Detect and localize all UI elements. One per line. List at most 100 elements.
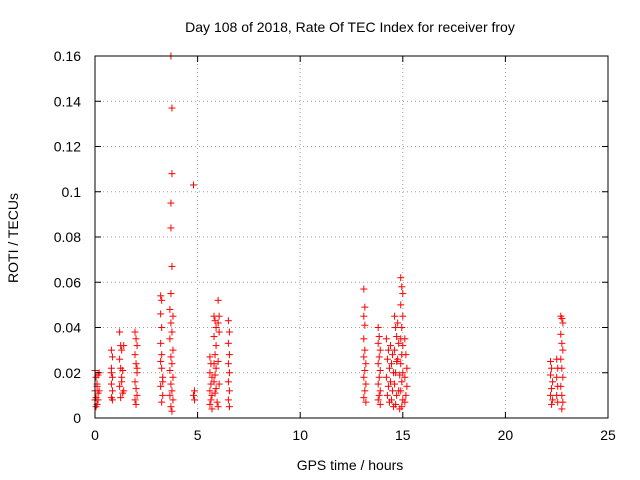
data-point [157,339,165,347]
data-point [211,351,219,359]
data-point [395,339,403,347]
data-point [557,382,565,390]
data-point [212,385,220,393]
y-tick-label: 0.12 [54,139,81,155]
data-point [360,373,368,381]
data-point [118,346,126,354]
data-point [120,387,128,395]
data-point [213,398,221,406]
data-point [167,199,175,207]
data-point [558,339,566,347]
data-point [388,396,396,404]
chart-title: Day 108 of 2018, Rate Of TEC Index for r… [185,19,515,35]
data-point [558,314,566,322]
data-point [403,382,411,390]
data-point [397,360,405,368]
data-point [399,369,407,377]
data-point [168,104,176,112]
data-point [116,355,124,363]
data-point [133,364,141,372]
data-point [214,296,222,304]
data-point [398,324,406,331]
data-point [116,328,124,336]
data-point [131,328,139,336]
data-point [394,319,402,327]
data-point [397,301,405,309]
data-point [557,330,565,338]
data-point [548,385,556,393]
data-point [401,335,409,343]
data-point [207,396,215,404]
data-point [214,319,222,327]
data-point [360,353,368,361]
data-point [167,380,175,388]
data-point [382,373,390,381]
data-point [212,324,220,331]
data-point [402,391,410,399]
data-point [108,396,116,404]
data-point [108,353,116,361]
data-point [167,353,175,361]
data-point [133,391,141,399]
data-point [107,380,115,388]
data-point [157,292,165,300]
data-point [362,360,370,368]
grid-lines [95,56,608,418]
y-tick-label: 0.08 [54,229,81,245]
data-point [384,382,392,390]
data-point [392,369,400,377]
data-point [119,366,127,374]
data-point [131,351,139,359]
data-point [559,373,567,381]
data-point [375,353,383,361]
data-point [376,387,384,395]
data-point [225,387,233,395]
data-point [107,346,115,354]
data-point [398,403,406,411]
x-tick-label: 0 [91,427,99,443]
data-point [398,378,406,386]
data-point [362,398,370,406]
x-axis-ticks: 0 5 10 15 20 25 [91,56,616,443]
data-point [214,403,222,411]
data-point [225,328,233,336]
data-point [225,403,233,411]
data-point [107,369,115,377]
data-points [91,52,567,415]
data-point [211,371,219,379]
data-point [558,364,566,372]
data-point [208,405,216,413]
data-point [131,378,139,386]
data-point [168,360,176,368]
data-point [159,378,167,386]
y-tick-label: 0 [73,410,81,426]
data-point [361,321,369,329]
data-point [360,285,368,293]
x-tick-label: 10 [292,427,308,443]
data-point [167,290,175,298]
data-point [361,387,369,395]
data-point [158,351,166,359]
data-point [559,398,567,406]
data-point [132,400,140,408]
data-point [206,353,214,361]
data-point [558,405,566,413]
x-tick-label: 15 [395,427,411,443]
data-point [559,319,567,327]
data-point [158,398,166,406]
data-point [225,369,233,377]
data-point [206,369,214,377]
data-point [547,391,555,399]
data-point [360,394,368,402]
data-point [382,335,390,343]
data-point [393,333,401,341]
x-tick-label: 25 [600,427,616,443]
data-point [211,389,219,397]
data-point [210,333,218,341]
y-tick-label: 0.06 [54,274,81,290]
data-point [547,357,555,365]
data-point [189,181,197,189]
data-point [557,355,565,363]
data-point [388,360,396,368]
